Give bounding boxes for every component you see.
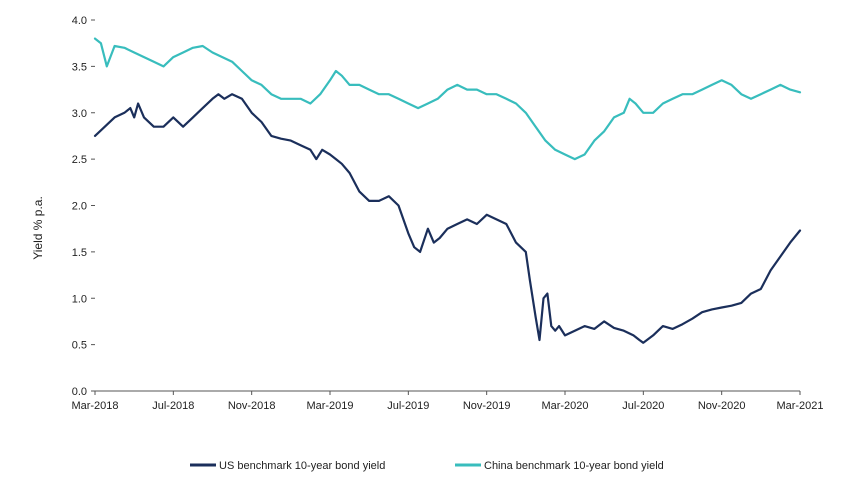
series-layer <box>93 37 802 344</box>
series-line-china-10y <box>93 37 802 161</box>
x-tick-label: Mar-2021 <box>776 400 823 412</box>
y-tick-label: 1.0 <box>72 293 87 305</box>
x-tick-label: Jul-2018 <box>152 400 194 412</box>
y-tick-label: 0.5 <box>72 340 87 352</box>
y-tick-label: 4.0 <box>72 15 87 27</box>
y-tick-label: 2.0 <box>72 201 87 213</box>
x-tick-label: Mar-2019 <box>306 400 353 412</box>
x-tick-label: Nov-2019 <box>463 400 511 412</box>
legend: US benchmark 10-year bond yield China be… <box>190 460 664 472</box>
x-tick-label: Nov-2020 <box>698 400 746 412</box>
x-axis-ticks: Mar-2018 Jul-2018 Nov-2018 Mar-2019 Jul-2019… <box>71 391 824 412</box>
y-tick-label: 3.0 <box>72 108 87 120</box>
x-tick-label: Jul-2019 <box>387 400 429 412</box>
y-axis-ticks: 0.0 0.5 1.0 1.5 2.0 2.5 3.0 3.5 4.0 <box>72 15 95 398</box>
x-tick-label: Nov-2018 <box>228 400 276 412</box>
y-tick-label: 1.5 <box>72 247 87 259</box>
y-axis-title: Yield % p.a. <box>31 196 45 260</box>
y-tick-label: 3.5 <box>72 61 87 73</box>
y-tick-label: 0.0 <box>72 386 87 398</box>
x-tick-label: Mar-2020 <box>541 400 588 412</box>
x-tick-label: Jul-2020 <box>622 400 664 412</box>
y-tick-label: 2.5 <box>72 154 87 166</box>
x-tick-label: Mar-2018 <box>71 400 118 412</box>
legend-label-china: China benchmark 10-year bond yield <box>484 460 664 472</box>
series-line-us-10y <box>93 93 802 344</box>
legend-label-us: US benchmark 10-year bond yield <box>219 460 385 472</box>
